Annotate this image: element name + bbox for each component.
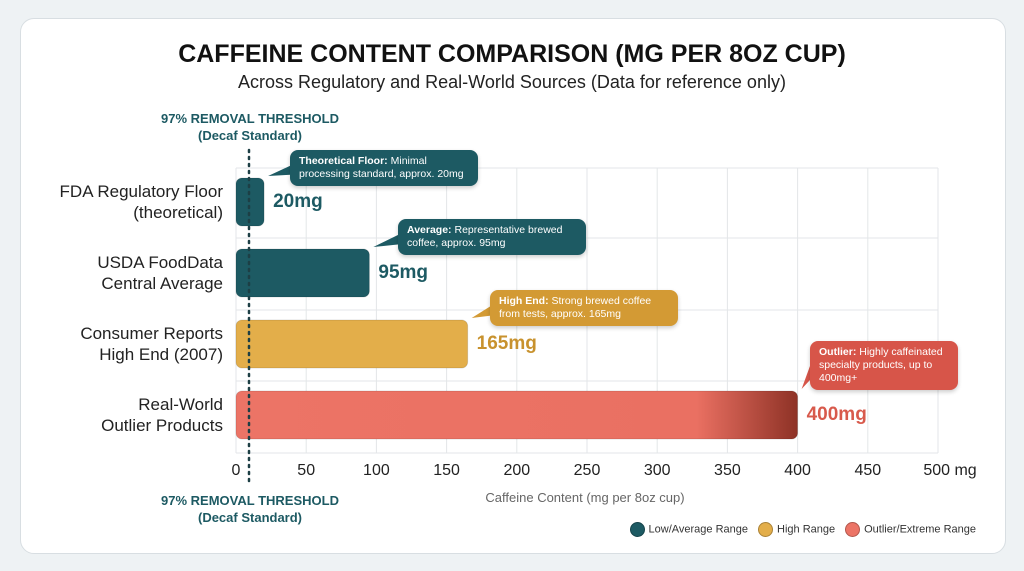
data-label: 400mg bbox=[806, 404, 867, 425]
chart-title: CAFFEINE CONTENT COMPARISON (MG PER 8OZ … bbox=[178, 40, 846, 68]
x-tick-label: 0 bbox=[231, 462, 241, 479]
threshold-subtitle: (Decaf Standard) bbox=[197, 128, 303, 143]
x-tick-label: 450 bbox=[854, 462, 882, 479]
chart-subtitle: Across Regulatory and Real-World Sources… bbox=[238, 72, 786, 92]
bar-low bbox=[235, 248, 370, 298]
category-line: Consumer Reports bbox=[80, 324, 223, 343]
x-tick-label: 250 bbox=[573, 462, 601, 479]
x-tick-label: 400 bbox=[784, 462, 811, 479]
threshold-label-top: 97% REMOVAL THRESHOLD (Decaf Standard) bbox=[140, 110, 360, 144]
callout: Average: Representative brewed coffee, a… bbox=[398, 219, 586, 255]
category-line: Real-World bbox=[138, 395, 223, 414]
legend: Low/Average Range High Range Outlier/Extre… bbox=[629, 522, 976, 537]
category-line: FDA Regulatory Floor bbox=[59, 182, 223, 201]
legend-item: Outlier/Extreme Range bbox=[845, 522, 976, 537]
threshold-title: 97% REMOVAL THRESHOLD bbox=[161, 111, 339, 126]
category-line: Central Average bbox=[101, 274, 223, 293]
callout-text: Strong brewed coffee from tests, approx.… bbox=[499, 295, 652, 320]
threshold-label-bottom: 97% REMOVAL THRESHOLD (Decaf Standard) bbox=[140, 492, 360, 526]
data-label: 20mg bbox=[273, 191, 323, 212]
x-tick-label: 300 bbox=[643, 462, 671, 479]
category-label: Real-World Outlier Products bbox=[40, 394, 223, 436]
data-label: 165mg bbox=[476, 333, 537, 354]
callout: Theoretical Floor: Minimal processing st… bbox=[290, 150, 478, 186]
category-line: High End (2007) bbox=[99, 345, 223, 364]
category-label: FDA Regulatory Floor (theoretical) bbox=[40, 181, 223, 223]
bar-high bbox=[235, 319, 469, 369]
callout-text: Representative brewed coffee, approx. 95… bbox=[407, 224, 563, 249]
category-line: USDA FoodData bbox=[97, 253, 223, 272]
legend-label: Outlier/Extreme Range bbox=[864, 523, 976, 536]
x-axis-label: Caffeine Content (mg per 8oz cup) bbox=[485, 490, 685, 505]
x-tick-label: 350 bbox=[714, 462, 741, 479]
threshold-title: 97% REMOVAL THRESHOLD bbox=[161, 493, 339, 508]
callout-text: Highly caffeinated specialty products, u… bbox=[819, 346, 943, 384]
x-tick-label: 100 bbox=[363, 462, 390, 479]
x-tick-label: 500 mg bbox=[923, 462, 977, 479]
legend-swatch bbox=[845, 522, 861, 537]
x-tick-label: 150 bbox=[433, 462, 460, 479]
callout: Outlier: Highly caffeinated specialty pr… bbox=[810, 341, 958, 390]
callout-title: Average: bbox=[407, 224, 452, 236]
callout-title: Theoretical Floor: bbox=[299, 155, 388, 167]
bar-outlier bbox=[235, 390, 799, 440]
legend-swatch bbox=[758, 522, 774, 537]
legend-label: Low/Average Range bbox=[648, 523, 749, 536]
category-line: Outlier Products bbox=[101, 416, 223, 435]
category-label: Consumer Reports High End (2007) bbox=[40, 323, 223, 365]
legend-item: High Range bbox=[758, 522, 835, 537]
chart-card bbox=[20, 18, 1006, 554]
callout: High End: Strong brewed coffee from test… bbox=[490, 290, 678, 326]
category-line: (theoretical) bbox=[133, 203, 223, 222]
legend-label: High Range bbox=[777, 523, 836, 536]
data-label: 95mg bbox=[378, 262, 429, 283]
category-label: USDA FoodData Central Average bbox=[40, 252, 223, 294]
callout-title: High End: bbox=[499, 295, 549, 307]
x-tick-label: 200 bbox=[503, 462, 531, 479]
callout-text: Minimal processing standard, approx. 20m… bbox=[299, 155, 464, 180]
callout-title: Outlier: bbox=[819, 346, 857, 358]
legend-swatch bbox=[629, 522, 645, 537]
x-tick-label: 50 bbox=[297, 462, 316, 479]
legend-item: Low/Average Range bbox=[629, 522, 749, 537]
threshold-subtitle: (Decaf Standard) bbox=[197, 510, 303, 525]
